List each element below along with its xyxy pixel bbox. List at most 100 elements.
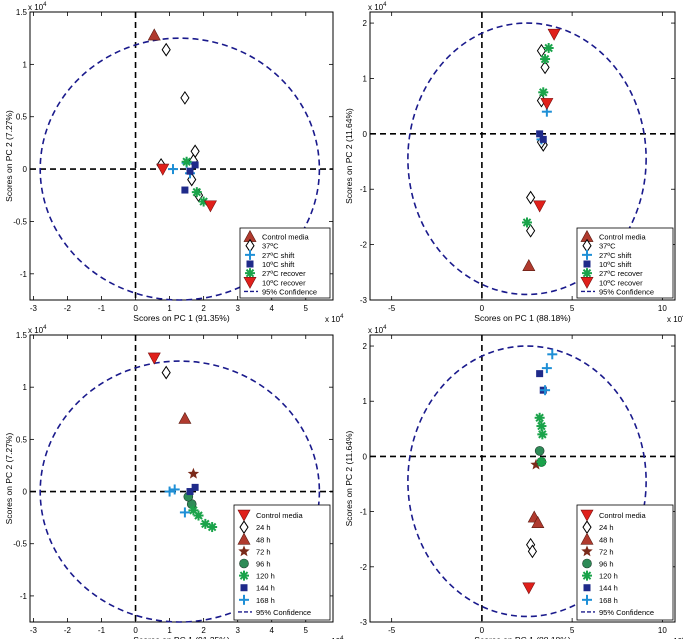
legend-marker bbox=[245, 249, 255, 260]
x-axis-label: Scores on PC 1 (91.35%) bbox=[133, 635, 230, 639]
legend-marker bbox=[582, 558, 592, 569]
y-tick-label: 1 bbox=[23, 383, 28, 392]
data-point bbox=[186, 167, 194, 175]
y-exponent-power: 4 bbox=[43, 2, 47, 8]
x-axis-label: Scores on PC 1 (91.35%) bbox=[133, 313, 230, 323]
data-point bbox=[161, 42, 171, 57]
x-exponent-base: x 10 bbox=[667, 315, 683, 324]
series-0 bbox=[147, 28, 161, 41]
legend-marker bbox=[240, 584, 248, 592]
y-tick-label: 1.5 bbox=[16, 331, 28, 340]
series-1 bbox=[161, 365, 171, 380]
series-3 bbox=[536, 130, 547, 143]
y-tick-label: -2 bbox=[360, 241, 368, 250]
legend-box bbox=[576, 504, 674, 621]
data-point bbox=[547, 28, 561, 41]
legend-label: 168 h bbox=[256, 596, 275, 605]
legend-label: Control media bbox=[599, 511, 647, 520]
x-tick-label: -2 bbox=[64, 304, 72, 313]
series-3 bbox=[181, 161, 199, 194]
x-axis-label: Scores on PC 1 (88.18%) bbox=[474, 313, 571, 323]
legend-label: 95% Confidence bbox=[256, 608, 311, 617]
x-tick-label: 1 bbox=[167, 304, 172, 313]
legend-marker bbox=[580, 532, 594, 545]
data-point bbox=[547, 349, 558, 360]
data-point bbox=[543, 43, 554, 53]
data-point bbox=[191, 161, 199, 169]
legend-label: 95% Confidence bbox=[599, 608, 654, 617]
y-axis-label: Scores on PC 2 (7.27%) bbox=[4, 110, 14, 202]
data-point bbox=[180, 90, 190, 105]
legend-box bbox=[233, 504, 331, 621]
series-0 bbox=[522, 582, 536, 595]
x-exponent-label: x 104 bbox=[325, 314, 344, 324]
legend-label: 72 h bbox=[599, 547, 614, 556]
legend-marker bbox=[245, 268, 255, 279]
legend-label: 48 h bbox=[256, 535, 271, 544]
x-tick-label: 5 bbox=[570, 626, 575, 635]
y-exponent-power: 4 bbox=[43, 325, 47, 331]
legend-label: 48 h bbox=[599, 535, 614, 544]
y-tick-label: 0 bbox=[363, 452, 368, 461]
x-tick-label: -1 bbox=[98, 626, 106, 635]
legend-label: 95% Confidence bbox=[262, 287, 317, 296]
data-point bbox=[540, 385, 551, 396]
x-tick-label: 2 bbox=[201, 626, 206, 635]
series-5 bbox=[156, 163, 217, 213]
plot-frame bbox=[369, 334, 676, 623]
legend-label: 120 h bbox=[256, 572, 275, 581]
series-7 bbox=[164, 484, 190, 518]
legend-marker bbox=[582, 268, 592, 279]
data-point bbox=[540, 60, 550, 75]
legend-label: 10ºC recover bbox=[262, 278, 306, 287]
legend-marker bbox=[239, 594, 249, 605]
legend-marker bbox=[582, 249, 592, 260]
data-point bbox=[191, 187, 202, 198]
y-tick-label: -0.5 bbox=[13, 540, 27, 549]
y-tick-label: -1 bbox=[360, 185, 368, 194]
x-axis-label: Scores on PC 1 (88.18%) bbox=[474, 635, 571, 639]
y-tick-label: -1 bbox=[360, 508, 368, 517]
data-point bbox=[536, 370, 544, 378]
legend-label: 24 h bbox=[599, 523, 614, 532]
legend-marker bbox=[581, 545, 593, 557]
data-point bbox=[522, 582, 536, 595]
y-axis-label: Scores on PC 2 (7.27%) bbox=[4, 433, 14, 525]
legend-marker bbox=[239, 570, 249, 581]
data-point bbox=[167, 164, 178, 175]
y-tick-label: 2 bbox=[363, 19, 368, 28]
legend-marker bbox=[246, 260, 254, 268]
series-1 bbox=[526, 43, 550, 238]
data-point bbox=[200, 518, 211, 529]
data-point bbox=[187, 467, 200, 479]
x-tick-label: 5 bbox=[570, 304, 575, 313]
legend-label: 72 h bbox=[256, 547, 271, 556]
legend-box bbox=[576, 227, 674, 299]
y-tick-label: 2 bbox=[363, 342, 368, 351]
legend-label: Control media bbox=[262, 233, 310, 242]
confidence-ellipse bbox=[407, 345, 647, 618]
x-tick-label: 2 bbox=[201, 304, 206, 313]
legend-marker bbox=[238, 545, 250, 557]
confidence-ellipse bbox=[407, 22, 647, 296]
series-1 bbox=[156, 42, 204, 203]
legend-label: 27ºC recover bbox=[262, 269, 306, 278]
x-exponent-label: x 104 bbox=[325, 636, 344, 639]
y-tick-label: -0.5 bbox=[13, 217, 27, 226]
y-tick-label: 1 bbox=[23, 60, 28, 69]
series-0 bbox=[522, 259, 536, 271]
data-point bbox=[186, 488, 194, 496]
y-tick-label: 0 bbox=[23, 165, 28, 174]
legend-label: 37ºC bbox=[262, 242, 279, 251]
series-6 bbox=[186, 483, 199, 496]
x-exponent-base: x 10 bbox=[325, 315, 341, 324]
x-tick-label: 0 bbox=[480, 626, 485, 635]
legend-label: 27ºC recover bbox=[599, 269, 643, 278]
y-exponent-power: 4 bbox=[383, 325, 387, 331]
legend-label: 27ºC shift bbox=[599, 251, 632, 260]
y-exponent-label: x 104 bbox=[28, 325, 47, 335]
series-7 bbox=[540, 349, 558, 396]
legend-label: 95% Confidence bbox=[599, 287, 654, 296]
